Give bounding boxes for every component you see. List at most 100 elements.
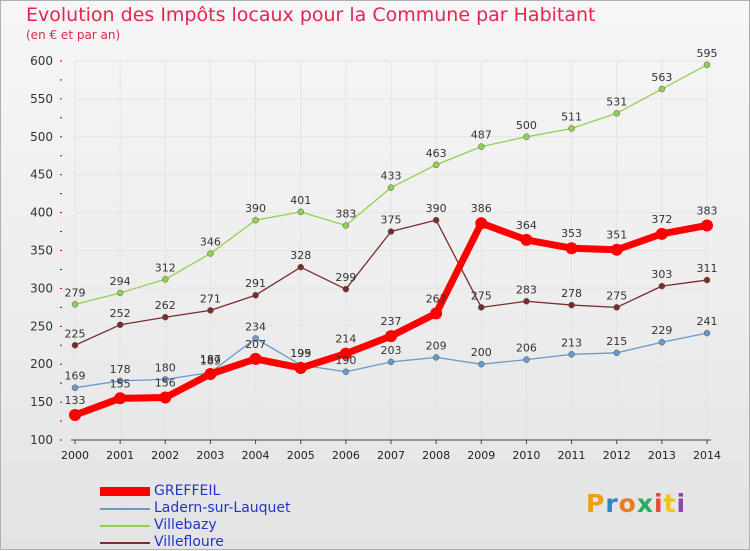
data-label: 234 (245, 320, 266, 333)
logo-letter: i (676, 489, 687, 518)
data-label: 178 (110, 363, 131, 376)
data-point (116, 321, 124, 329)
data-label: 180 (155, 361, 176, 374)
legend-item: Villefloure (100, 534, 291, 551)
data-label: 433 (381, 170, 402, 183)
data-label: 311 (697, 262, 718, 275)
data-label: 328 (290, 249, 311, 262)
data-point (339, 347, 352, 360)
data-point (207, 250, 214, 257)
logo-letter: x (636, 489, 654, 518)
data-point (523, 356, 530, 363)
data-label: 237 (381, 315, 402, 328)
data-label: 346 (200, 236, 221, 249)
data-point (613, 304, 620, 311)
y-tick-label: 150 (30, 395, 53, 409)
logo-letter: t (663, 489, 677, 518)
data-label: 187 (200, 353, 221, 366)
legend-swatch (100, 524, 150, 527)
data-point (520, 233, 533, 246)
data-point (162, 276, 169, 283)
data-point (116, 377, 124, 385)
data-label: 531 (606, 95, 627, 108)
data-label: 386 (471, 202, 492, 215)
data-point (342, 368, 350, 376)
data-point (565, 242, 578, 255)
data-label: 390 (245, 202, 266, 215)
data-label: 375 (381, 214, 402, 227)
logo-letter: r (605, 489, 619, 518)
data-label: 225 (65, 327, 86, 340)
data-point (655, 227, 668, 240)
data-label: 595 (697, 47, 718, 60)
data-label: 199 (290, 347, 311, 360)
x-tick-label: 2005 (287, 449, 315, 462)
data-point (387, 358, 395, 366)
data-label: 275 (606, 289, 627, 302)
legend-swatch (100, 507, 150, 510)
x-tick-label: 2010 (512, 449, 540, 462)
data-label: 401 (290, 194, 311, 207)
legend-swatch (100, 487, 150, 496)
data-point (703, 276, 711, 284)
y-tick-label: 300 (30, 281, 53, 295)
data-label: 353 (561, 227, 582, 240)
data-label: 283 (516, 283, 537, 296)
data-label: 213 (561, 336, 582, 349)
legend-swatch (100, 541, 150, 544)
data-label: 206 (516, 342, 537, 355)
data-point (703, 329, 711, 337)
chart-subtitle: (en € et par an) (26, 28, 121, 42)
data-label: 291 (245, 277, 266, 290)
data-point (116, 289, 124, 297)
data-label: 372 (651, 213, 672, 226)
data-label: 383 (335, 207, 356, 220)
data-label: 195 (290, 347, 311, 360)
data-point (71, 342, 79, 349)
logo-letter: P (586, 489, 606, 518)
data-label: 278 (561, 287, 582, 300)
y-tick-label: 250 (30, 319, 53, 333)
data-point (658, 85, 666, 93)
data-label: 133 (65, 394, 86, 407)
data-point (432, 216, 440, 224)
x-tick-label: 2012 (603, 449, 631, 462)
y-tick-label: 450 (30, 168, 53, 182)
legend-item: Ladern-sur-Lauquet (100, 500, 291, 517)
series (69, 61, 713, 421)
data-label: 209 (426, 339, 447, 352)
logo-letter: o (618, 489, 637, 518)
data-point (252, 291, 259, 299)
x-tick-label: 2002 (151, 449, 179, 462)
data-point (432, 354, 440, 361)
data-label: 351 (606, 229, 627, 242)
data-label: 214 (335, 333, 356, 346)
legend-item: Villebazy (100, 517, 291, 534)
data-point (613, 110, 620, 117)
data-point (701, 219, 713, 232)
data-point (432, 161, 440, 169)
x-tick-label: 2008 (422, 449, 450, 462)
y-tick-label: 100 (30, 433, 53, 447)
legend: GREFFEIL Ladern-sur-Lauquet Villebazy Ville… (100, 483, 291, 551)
data-label: 487 (471, 129, 492, 142)
data-point (114, 392, 127, 405)
data-label: 463 (426, 147, 447, 160)
legend-label: Villebazy (154, 517, 217, 533)
data-labels: 279 294 312 346 390 401 383 433 463 487 500 511 531 5… (65, 47, 718, 407)
x-tick-label: 2003 (196, 449, 224, 462)
x-tick-label: 2001 (106, 449, 134, 462)
data-label: 262 (155, 299, 176, 312)
data-label: 275 (471, 289, 492, 302)
data-label: 294 (110, 275, 131, 288)
data-label: 203 (381, 344, 402, 357)
legend-item: GREFFEIL (100, 483, 291, 500)
y-tick-label: 400 (30, 206, 53, 220)
y-tick-label: 500 (30, 130, 53, 144)
data-label: 169 (65, 370, 86, 383)
data-point (297, 263, 304, 271)
data-point (703, 61, 711, 69)
x-tick-label: 2006 (332, 449, 360, 462)
